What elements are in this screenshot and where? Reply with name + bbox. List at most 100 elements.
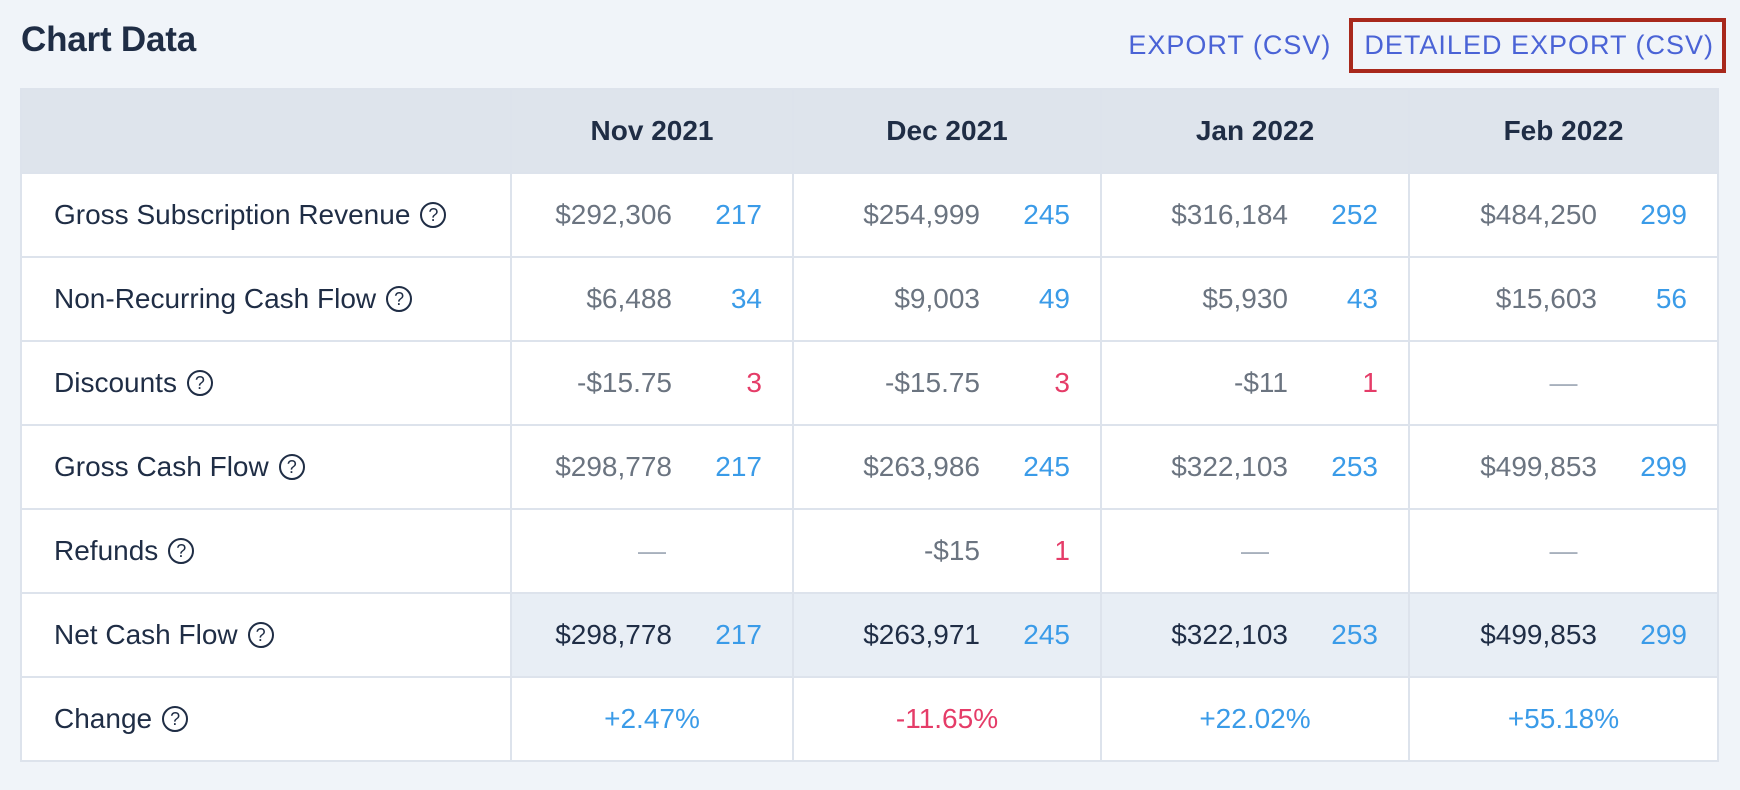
table-row: Gross Subscription Revenue? $292,306 217 $2… — [20, 172, 1719, 258]
count-link[interactable]: 253 — [1331, 451, 1378, 482]
row-label: Gross Cash Flow? — [20, 424, 512, 510]
table-cell: $484,250 299 — [1408, 172, 1719, 258]
table-cell: $9,003 49 — [792, 256, 1102, 342]
table-cell: $322,103 253 — [1100, 424, 1410, 510]
amount-value: $6,488 — [586, 283, 672, 314]
table-cell: $322,103 253 — [1100, 592, 1410, 678]
empty-value: — — [1549, 367, 1578, 398]
amount-value: $499,853 — [1480, 451, 1597, 482]
page-title: Chart Data — [21, 20, 196, 59]
table-row: Discounts? -$15.75 3 -$15.75 3 -$11 1 — — [20, 340, 1719, 426]
count-link[interactable]: 217 — [715, 451, 762, 482]
count-link[interactable]: 245 — [1023, 199, 1070, 230]
table-cell: $316,184 252 — [1100, 172, 1410, 258]
count-link[interactable]: 299 — [1640, 619, 1687, 650]
row-label-text: Net Cash Flow — [54, 619, 238, 650]
detailed-export-csv-link[interactable]: DETAILED EXPORT (CSV) — [1349, 18, 1726, 73]
table-cell: $15,603 56 — [1408, 256, 1719, 342]
amount-value: $15,603 — [1495, 283, 1597, 314]
change-value: -11.65% — [895, 703, 999, 734]
row-label-text: Change — [54, 703, 153, 734]
row-label-text: Gross Subscription Revenue — [54, 199, 411, 230]
table-row: Net Cash Flow? $298,778 217 $263,971 245 $322… — [20, 592, 1719, 678]
amount-value: $9,003 — [894, 283, 980, 314]
count-link[interactable]: 1 — [1054, 535, 1070, 566]
count-link[interactable]: 252 — [1331, 199, 1378, 230]
amount-value: $322,103 — [1171, 451, 1288, 482]
amount-value: $316,184 — [1171, 199, 1288, 230]
count-link[interactable]: 253 — [1331, 619, 1378, 650]
count-link[interactable]: 217 — [715, 619, 762, 650]
row-label: Non-Recurring Cash Flow? — [20, 256, 512, 342]
table-cell: $499,853 299 — [1408, 424, 1719, 510]
table-header-row: Nov 2021 Dec 2021 Jan 2022 Feb 2022 — [20, 88, 1719, 174]
count-link[interactable]: 34 — [730, 283, 762, 314]
export-csv-link[interactable]: EXPORT (CSV) — [1128, 30, 1332, 60]
export-actions: EXPORT (CSV) DETAILED EXPORT (CSV) — [1128, 18, 1726, 73]
help-icon[interactable]: ? — [162, 705, 189, 732]
table-cell: — — [1408, 340, 1719, 426]
column-header: Nov 2021 — [510, 88, 794, 174]
table-cell: $298,778 217 — [510, 424, 794, 510]
change-value: +22.02% — [1199, 703, 1311, 734]
table-cell: — — [510, 508, 794, 594]
amount-value: -$15.75 — [577, 367, 672, 398]
row-label-text: Non-Recurring Cash Flow — [54, 283, 377, 314]
amount-value: -$11 — [1234, 367, 1288, 398]
table-row: Non-Recurring Cash Flow? $6,488 34 $9,003 49… — [20, 256, 1719, 342]
amount-value: $263,986 — [863, 451, 980, 482]
table-cell: +55.18% — [1408, 676, 1719, 762]
column-header: Jan 2022 — [1100, 88, 1410, 174]
row-label: Change? — [20, 676, 512, 762]
row-label-text: Refunds — [54, 535, 159, 566]
amount-value: -$15.75 — [885, 367, 980, 398]
row-label-text: Gross Cash Flow — [54, 451, 269, 482]
table-cell: +2.47% — [510, 676, 794, 762]
empty-value: — — [1549, 535, 1578, 566]
table-cell: $292,306 217 — [510, 172, 794, 258]
count-link[interactable]: 3 — [746, 367, 762, 398]
count-link[interactable]: 43 — [1346, 283, 1378, 314]
chart-data-table: Nov 2021 Dec 2021 Jan 2022 Feb 2022 Gros… — [20, 88, 1719, 762]
count-link[interactable]: 56 — [1655, 283, 1687, 314]
help-icon[interactable]: ? — [168, 537, 195, 564]
count-link[interactable]: 217 — [715, 199, 762, 230]
help-icon[interactable]: ? — [247, 621, 274, 648]
empty-value: — — [1241, 535, 1269, 566]
help-icon[interactable]: ? — [386, 285, 413, 312]
table-cell: $298,778 217 — [510, 592, 794, 678]
table-cell: $254,999 245 — [792, 172, 1102, 258]
amount-value: $298,778 — [555, 619, 672, 650]
table-cell: -$11 1 — [1100, 340, 1410, 426]
amount-value: -$15 — [923, 535, 980, 566]
count-link[interactable]: 49 — [1038, 283, 1070, 314]
amount-value: $5,930 — [1202, 283, 1288, 314]
change-value: +55.18% — [1507, 703, 1620, 734]
count-link[interactable]: 1 — [1362, 367, 1378, 398]
table-row: Change? +2.47% -11.65% +22.02% +55.18% — [20, 676, 1719, 762]
change-value: +2.47% — [604, 703, 700, 734]
amount-value: $484,250 — [1480, 199, 1597, 230]
row-label: Net Cash Flow? — [20, 592, 512, 678]
column-header: Dec 2021 — [792, 88, 1102, 174]
row-label-text: Discounts — [54, 367, 177, 398]
count-link[interactable]: 245 — [1023, 451, 1070, 482]
help-icon[interactable]: ? — [420, 201, 447, 228]
table-cell: -$15.75 3 — [792, 340, 1102, 426]
help-icon[interactable]: ? — [278, 453, 305, 480]
amount-value: $322,103 — [1171, 619, 1288, 650]
help-icon[interactable]: ? — [186, 369, 213, 396]
table-cell: -$15 1 — [792, 508, 1102, 594]
count-link[interactable]: 3 — [1054, 367, 1070, 398]
table-cell: $263,986 245 — [792, 424, 1102, 510]
count-link[interactable]: 299 — [1640, 451, 1687, 482]
count-link[interactable]: 245 — [1023, 619, 1070, 650]
row-label: Refunds? — [20, 508, 512, 594]
count-link[interactable]: 299 — [1640, 199, 1687, 230]
amount-value: $263,971 — [863, 619, 980, 650]
header-corner-cell — [20, 88, 512, 174]
table-row: Gross Cash Flow? $298,778 217 $263,986 245 $3… — [20, 424, 1719, 510]
table-cell: $5,930 43 — [1100, 256, 1410, 342]
column-header: Feb 2022 — [1408, 88, 1719, 174]
amount-value: $298,778 — [555, 451, 672, 482]
